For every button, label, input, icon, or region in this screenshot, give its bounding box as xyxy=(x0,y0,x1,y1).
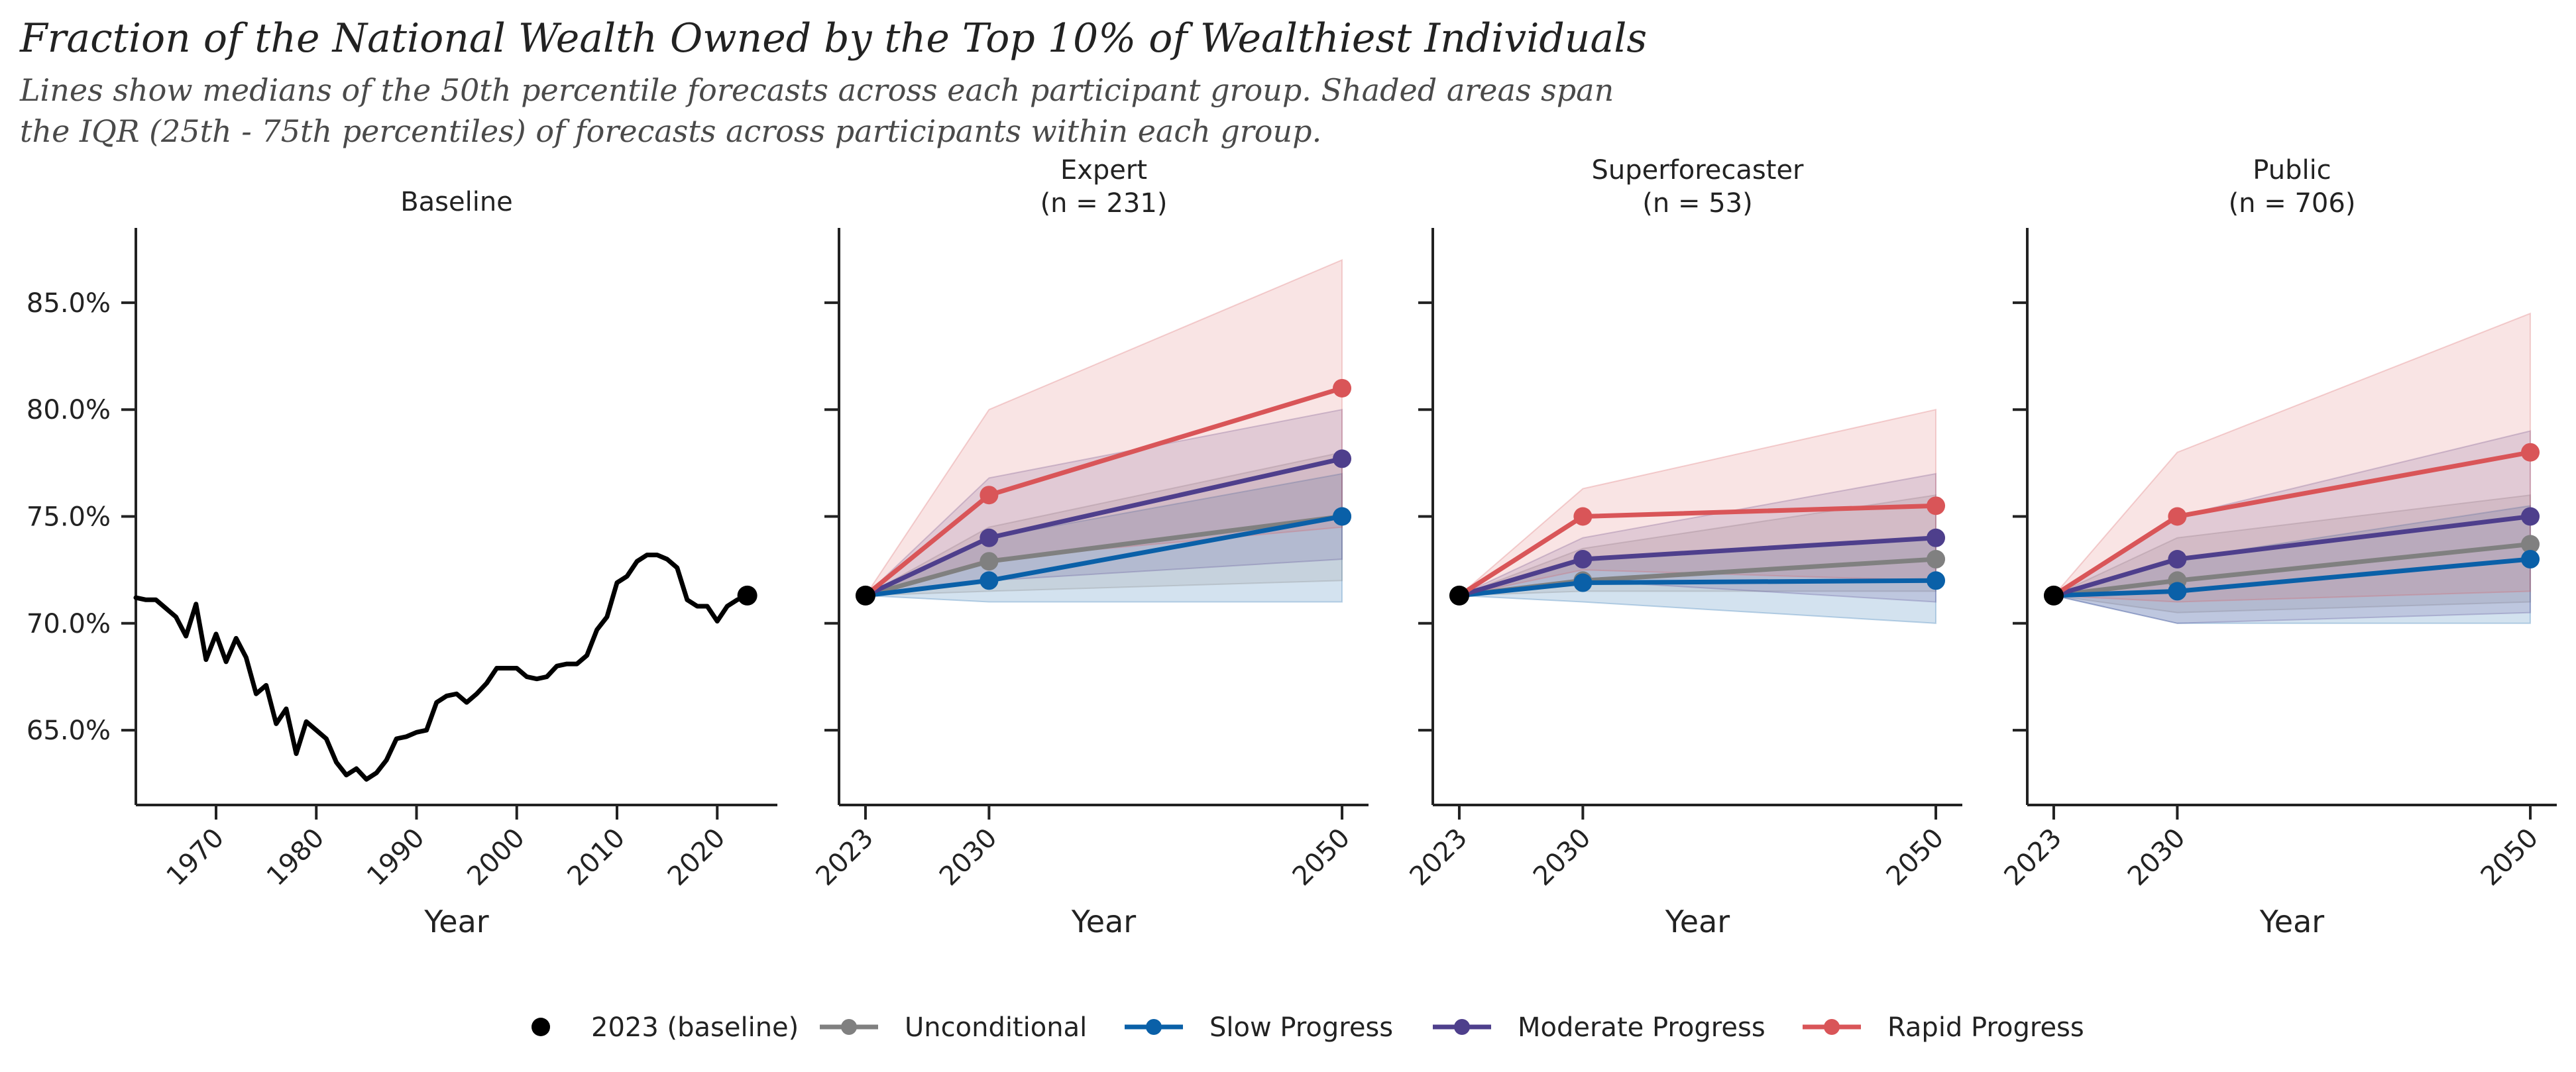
point-moderate xyxy=(2521,507,2540,526)
y-tick-label: 80.0% xyxy=(27,395,111,425)
x-tick-label: 2030 xyxy=(2122,823,2192,892)
y-tick-label: 70.0% xyxy=(27,609,111,639)
x-tick-label: 2023 xyxy=(1999,823,2068,892)
legend-marker xyxy=(1146,1019,1162,1035)
legend-label: Moderate Progress xyxy=(1518,1012,1765,1043)
legend-label: Rapid Progress xyxy=(1887,1012,2084,1043)
panel-title-expert-n: (n = 231) xyxy=(1040,188,1168,219)
legend-marker xyxy=(1824,1019,1840,1035)
legend-item-rapid: Rapid Progress xyxy=(1803,1012,2084,1043)
panel-title-expert: Expert xyxy=(1060,155,1147,186)
baseline-2023-point xyxy=(855,585,875,606)
y-tick-label: 75.0% xyxy=(27,502,111,533)
point-slow xyxy=(1573,573,1593,592)
point-slow xyxy=(2168,582,2187,601)
point-slow xyxy=(1333,507,1352,526)
point-moderate xyxy=(1927,528,1946,547)
figure-title: Fraction of the National Wealth Owned by… xyxy=(19,15,1647,62)
x-axis-label: Year xyxy=(2259,904,2324,939)
point-moderate xyxy=(2168,550,2187,569)
panel-superforecaster: Superforecaster(n = 53) 2023 2030 2050 Year xyxy=(1404,155,1962,939)
legend-item-slow: Slow Progress xyxy=(1125,1012,1393,1043)
point-moderate xyxy=(980,528,999,547)
legend: 2023 (baseline) Unconditional Slow Progres… xyxy=(532,1012,2084,1043)
panel-baseline: Baseline 65.0% 70.0% 75.0% 80.0% 85.0% 1970 198… xyxy=(27,187,777,939)
legend-marker xyxy=(532,1018,550,1036)
point-slow xyxy=(1927,571,1946,590)
legend-label: Unconditional xyxy=(905,1012,1087,1043)
panel-title-public-n: (n = 706) xyxy=(2229,188,2356,219)
legend-item-baseline: 2023 (baseline) xyxy=(532,1012,799,1043)
legend-item-moderate: Moderate Progress xyxy=(1433,1012,1765,1043)
x-tick-label: 1990 xyxy=(361,823,431,892)
x-tick-label: 2050 xyxy=(1881,823,1950,892)
point-rapid xyxy=(2168,507,2187,526)
point-slow xyxy=(2521,550,2540,569)
legend-marker xyxy=(1454,1019,1470,1035)
point-slow xyxy=(980,571,999,590)
panel-title-baseline: Baseline xyxy=(400,187,513,217)
x-tick-label: 2030 xyxy=(934,823,1003,892)
legend-label: Slow Progress xyxy=(1209,1012,1393,1043)
panel-expert: Expert(n = 231) 2023 2030 2050 Year xyxy=(811,155,1369,939)
baseline-2023-point xyxy=(737,585,757,606)
legend-item-unconditional: Unconditional xyxy=(820,1012,1087,1043)
panel-title-superforecaster: Superforecaster xyxy=(1592,155,1805,186)
y-tick-label: 65.0% xyxy=(27,716,111,746)
x-tick-label: 2050 xyxy=(2475,823,2545,892)
x-tick-label: 2000 xyxy=(461,823,531,892)
baseline-2023-point xyxy=(2043,585,2064,606)
point-unconditional xyxy=(2521,535,2540,554)
x-axis-label: Year xyxy=(1665,904,1730,939)
x-tick-label: 2023 xyxy=(811,823,880,892)
x-tick-label: 1980 xyxy=(261,823,331,892)
legend-marker xyxy=(841,1019,857,1035)
x-tick-label: 2050 xyxy=(1287,823,1357,892)
point-rapid xyxy=(1927,496,1946,515)
x-tick-label: 2023 xyxy=(1404,823,1474,892)
figure-subtitle-line-2: the IQR (25th - 75th percentiles) of for… xyxy=(20,113,1321,149)
figure-subtitle-line-1: Lines show medians of the 50th percentil… xyxy=(19,72,1614,108)
legend-label: 2023 (baseline) xyxy=(591,1012,799,1043)
point-rapid xyxy=(1573,507,1593,526)
x-tick-label: 1970 xyxy=(161,823,231,892)
point-rapid xyxy=(980,486,999,505)
panels: Baseline 65.0% 70.0% 75.0% 80.0% 85.0% 1970 198… xyxy=(27,155,2557,939)
baseline-2023-point xyxy=(1449,585,1469,606)
panel-title-public: Public xyxy=(2253,155,2331,186)
y-tick-label: 85.0% xyxy=(27,288,111,319)
point-moderate xyxy=(1333,449,1352,468)
point-moderate xyxy=(1573,550,1593,569)
x-axis-label: Year xyxy=(1071,904,1136,939)
point-rapid xyxy=(2521,443,2540,462)
x-tick-label: 2030 xyxy=(1528,823,1597,892)
point-rapid xyxy=(1333,378,1352,398)
x-axis-label: Year xyxy=(423,904,488,939)
x-tick-label: 2020 xyxy=(662,823,732,892)
series-line-baseline xyxy=(133,553,750,782)
panel-public: Public(n = 706) 2023 2030 2050 Year xyxy=(1999,155,2557,939)
panel-title-superforecaster-n: (n = 53) xyxy=(1642,188,1752,219)
point-unconditional xyxy=(980,552,999,571)
x-tick-label: 2010 xyxy=(562,823,632,892)
point-unconditional xyxy=(1927,550,1946,569)
iqr-band-rapid xyxy=(1457,408,1937,597)
iqr-band-rapid xyxy=(2052,312,2532,603)
